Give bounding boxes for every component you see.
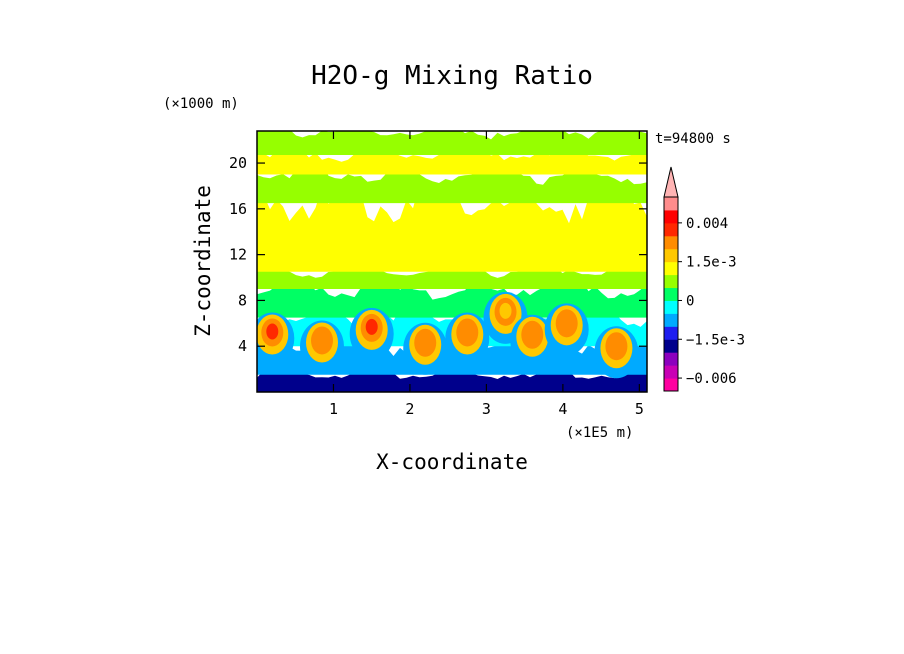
colorbar-segment <box>664 326 678 340</box>
plume-core <box>610 337 623 354</box>
x-axis-title: X-coordinate <box>376 450 528 474</box>
colorbar-label: −1.5e-3 <box>686 332 745 348</box>
colorbar-label: 0 <box>686 293 694 309</box>
band-mid-layer <box>257 182 647 272</box>
colorbar-segment <box>664 287 678 301</box>
plume-8 <box>544 303 589 356</box>
colorbar-label: 0.004 <box>686 216 728 232</box>
plume-core <box>419 333 432 350</box>
plot-area <box>257 131 647 392</box>
colorbar: 0.004 1.5e-3 0 −1.5e-3 −0.006 <box>663 166 745 392</box>
plume-core <box>526 325 539 342</box>
plume-9 <box>594 326 639 379</box>
plume-core <box>316 331 328 348</box>
x-tick-label: 5 <box>635 400 644 418</box>
x-tick-label: 4 <box>558 400 567 418</box>
colorbar-frame <box>663 196 679 392</box>
colorbar-segment <box>664 197 678 211</box>
band-top-layer <box>257 131 647 155</box>
band-upper-layer <box>257 163 647 204</box>
plume-core <box>560 314 573 331</box>
colorbar-segment <box>664 274 678 289</box>
plume-3 <box>349 307 394 360</box>
x-tick-label: 1 <box>329 400 338 418</box>
plume-2 <box>300 320 344 373</box>
colorbar-segment <box>664 313 678 327</box>
x-unit-label: (×1E5 m) <box>566 425 633 441</box>
colorbar-segment <box>664 209 678 224</box>
plume-core <box>499 302 512 319</box>
plume-core <box>266 323 279 340</box>
x-tick-label: 3 <box>482 400 491 418</box>
y-tick-label: 12 <box>229 246 247 264</box>
colorbar-segment <box>664 300 678 314</box>
x-tick-label: 2 <box>405 400 414 418</box>
colorbar-segment <box>664 378 678 392</box>
y-tick-label: 8 <box>238 291 247 309</box>
plume-5 <box>445 312 490 365</box>
colorbar-segment <box>664 365 678 379</box>
colorbar-arrow <box>663 166 679 198</box>
plot-frame <box>256 130 648 393</box>
band-cyan-layer <box>257 278 647 318</box>
plume-4 <box>403 322 448 375</box>
y-tick-label: 20 <box>229 154 247 172</box>
colorbar-segment <box>664 235 678 250</box>
y-axis-title: Z-coordinate <box>191 185 215 337</box>
y-unit-label: (×1000 m) <box>163 96 239 112</box>
colorbar-segment <box>664 339 678 353</box>
plume-group <box>257 291 639 379</box>
y-tick-label: 16 <box>229 200 247 218</box>
plume-core <box>461 323 474 340</box>
colorbar-segment <box>664 222 678 237</box>
colorbar-segment <box>664 261 678 276</box>
time-label: t=94800 s <box>655 131 731 147</box>
plume-6 <box>483 291 528 344</box>
y-ticks: 4 8 12 16 20 <box>229 154 647 355</box>
plume-core <box>365 318 378 335</box>
plume-1 <box>257 312 295 365</box>
plume-7 <box>510 314 555 367</box>
colorbar-label: −0.006 <box>686 371 737 387</box>
colorbar-label: 1.5e-3 <box>686 255 737 271</box>
band-surface-band <box>257 369 647 392</box>
x-ticks: 1 2 3 4 5 <box>329 131 644 418</box>
colorbar-segment <box>664 248 678 263</box>
chart-title: H2O-g Mixing Ratio <box>311 61 593 91</box>
colorbar-segment <box>664 352 678 366</box>
y-tick-label: 4 <box>238 337 247 355</box>
